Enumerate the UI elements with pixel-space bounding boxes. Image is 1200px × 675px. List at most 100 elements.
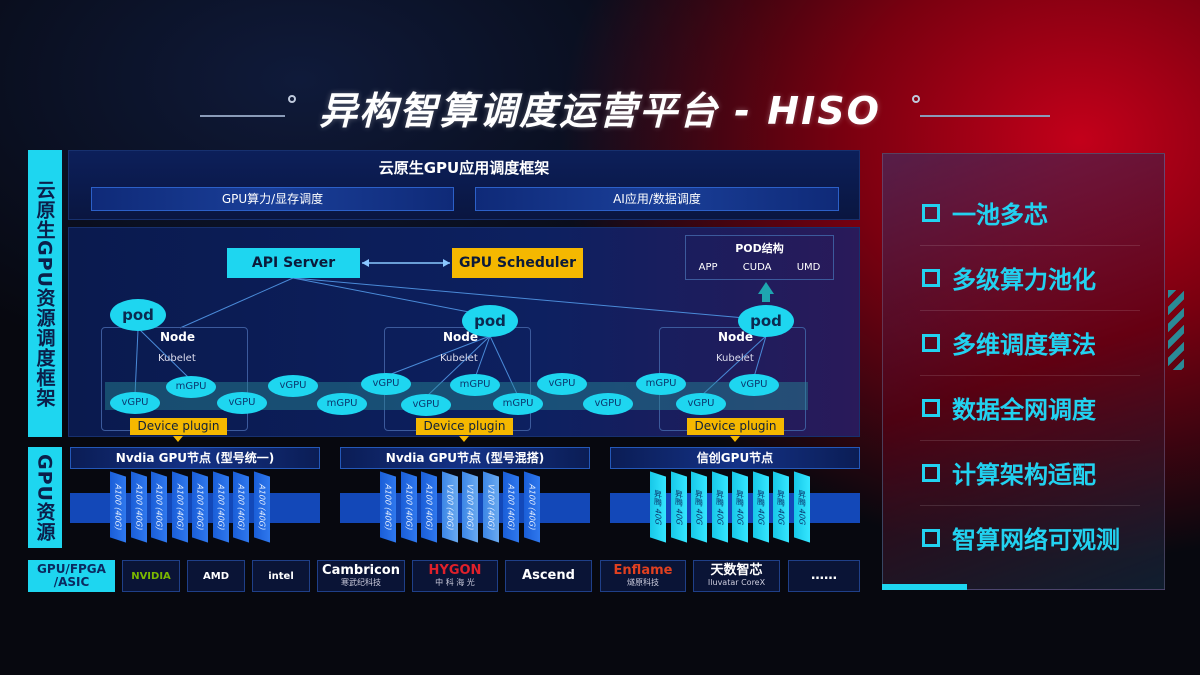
divider [920, 245, 1140, 246]
divider [920, 375, 1140, 376]
divider [920, 440, 1140, 441]
gpu-unit: mGPU [450, 374, 500, 396]
corner-accent [882, 584, 967, 590]
gpu-unit: mGPU [166, 376, 216, 398]
checkbox-square-icon [922, 463, 940, 482]
vendor-logo: Cambricon 寒武纪科技 [317, 560, 405, 592]
device-plugin: Device plugin [687, 418, 784, 435]
gpu-card: A100 (40G) [192, 471, 208, 543]
feature-label: 计算架构适配 [952, 461, 1096, 489]
vendor-name: HYGON [428, 563, 482, 579]
vendor-logo: intel [252, 560, 310, 592]
gpu-card: 昇腾 40G [732, 471, 748, 543]
node-label: Node [718, 330, 754, 344]
vendor-name: intel [268, 570, 294, 582]
gpu-unit: vGPU [537, 373, 587, 395]
feature-item: 数据全网调度 [922, 390, 1096, 425]
vendor-name: AMD [203, 570, 229, 582]
kubelet-label: Kubelet [158, 353, 196, 364]
gpu-card: 昇腾 40G [773, 471, 789, 543]
divider [920, 505, 1140, 506]
vendor-name: Enflame [613, 563, 673, 579]
gpu-unit: vGPU [729, 374, 779, 396]
gpu-card: 昇腾 40G [691, 471, 707, 543]
pod-app: APP [698, 262, 718, 273]
stripe-decoration [1168, 290, 1184, 370]
gpu-card: A100 (40G) [233, 471, 249, 543]
feature-label: 多级算力池化 [952, 266, 1096, 294]
gpu-unit: vGPU [676, 393, 726, 415]
gpu-card: A100 (40G) [151, 471, 167, 543]
gpu-card: A100 (40G) [400, 471, 417, 543]
vendor-name: …… [811, 567, 837, 583]
framework-label: 云原生GPU资源调度框架 [28, 150, 62, 437]
feature-item: 多级算力池化 [922, 260, 1096, 295]
pod-cuda: CUDA [742, 262, 772, 273]
vendor-name: NVIDIA [131, 570, 171, 582]
feature-item: 多维调度算法 [922, 325, 1096, 360]
api-server-box: API Server [227, 248, 360, 278]
page-title: 异构智算调度运营平台 - HISO [319, 89, 881, 133]
gpu-unit: vGPU [110, 392, 160, 414]
title-line-right [920, 115, 1050, 117]
feature-item: 智算网络可观测 [922, 520, 1120, 555]
gpu-card: A100 (40G) [503, 471, 519, 543]
gpu-unit: mGPU [493, 393, 543, 415]
gpu-card: 昇腾 40G [793, 471, 810, 543]
gpu-card: A100 (40G) [171, 471, 188, 543]
gpu-unit: vGPU [401, 394, 451, 416]
checkbox-square-icon [922, 333, 940, 352]
app-framework-panel: 云原生GPU应用调度框架 GPU算力/显存调度 AI应用/数据调度 [68, 150, 860, 220]
pod-ellipse: pod [738, 305, 794, 337]
vendor-subtitle: 寒武纪科技 [341, 577, 381, 587]
feature-item: 一池多芯 [922, 195, 1048, 230]
ai-scheduling-bar: AI应用/数据调度 [475, 187, 839, 211]
feature-label: 多维调度算法 [952, 331, 1096, 359]
pod-umd: UMD [796, 262, 821, 273]
vendor-subtitle: 中 科 海 光 [435, 577, 475, 587]
divider [920, 310, 1140, 311]
checkbox-square-icon [922, 528, 940, 547]
gpu-card: A100 (40G) [253, 471, 270, 543]
node-label: Node [443, 330, 479, 344]
down-arrow-icon [730, 436, 740, 442]
gpu-card: V100 (40G) [482, 471, 499, 543]
gpu-card: A100 (40G) [212, 471, 229, 543]
down-arrow-icon [173, 436, 183, 442]
vendor-name: Ascend [522, 567, 575, 583]
gpu-unit: vGPU [361, 373, 411, 395]
gpu-unit: mGPU [636, 373, 686, 395]
gpu-card: 昇腾 40G [650, 471, 666, 543]
feature-label: 数据全网调度 [952, 396, 1096, 424]
node-label: Node [160, 330, 196, 344]
gpu-scheduling-bar: GPU算力/显存调度 [91, 187, 454, 211]
gpu-card: 昇腾 40G [752, 471, 769, 543]
down-arrow-icon [459, 436, 469, 442]
line [179, 277, 294, 329]
pod-ellipse: pod [462, 305, 518, 337]
title-dot-right [912, 95, 920, 103]
gpu-node-header: Nvdia GPU节点 (型号混搭) [340, 447, 590, 469]
checkbox-square-icon [922, 203, 940, 222]
gpu-card: A100 (40G) [380, 471, 396, 543]
vendor-name: Cambricon [322, 563, 400, 579]
gpu-unit: mGPU [317, 393, 367, 415]
title-dot-left [288, 95, 296, 103]
vendor-logo: HYGON 中 科 海 光 [412, 560, 498, 592]
device-plugin: Device plugin [416, 418, 513, 435]
gpu-card: 昇腾 40G [670, 471, 687, 543]
gpu-card: V100 (40G) [441, 471, 458, 543]
vendor-logo: Enflame 燧原科技 [600, 560, 686, 592]
device-plugin: Device plugin [130, 418, 227, 435]
vendor-logo: Ascend [505, 560, 592, 592]
pod-structure-box: POD结构 APP CUDA UMD [685, 235, 834, 280]
gpu-card: A100 (40G) [523, 471, 540, 543]
vendor-name: 天数智芯 [710, 563, 763, 579]
gpu-card: A100 (40G) [421, 471, 437, 543]
gpu-unit: vGPU [268, 375, 318, 397]
checkbox-square-icon [922, 398, 940, 417]
pod-ellipse: pod [110, 299, 166, 331]
vendor-logo: …… [788, 560, 860, 592]
gpu-card: A100 (40G) [130, 471, 147, 543]
checkbox-square-icon [922, 268, 940, 287]
